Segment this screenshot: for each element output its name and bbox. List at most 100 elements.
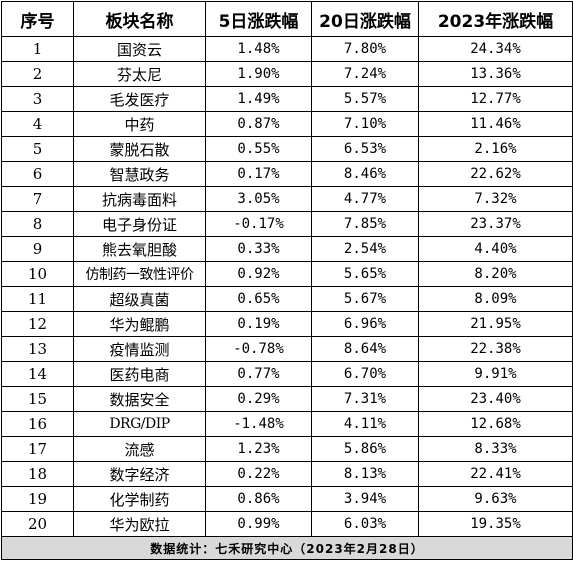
table-row: 7 抗病毒面料 3.05% 4.77% 7.32% xyxy=(1,186,573,212)
footer-row: 数据统计：七禾研究中心（2023年2月28日） xyxy=(1,536,573,560)
cell-change-5d: 0.99% xyxy=(205,511,312,537)
table-row: 8 电子身份证 -0.17% 7.85% 23.37% xyxy=(1,211,573,237)
cell-sector: 仿制药一致性评价 xyxy=(73,261,206,287)
cell-change-2023: 2.16% xyxy=(418,136,573,162)
cell-sector: 中药 xyxy=(73,111,206,137)
cell-index: 2 xyxy=(1,61,74,87)
cell-change-2023: 11.46% xyxy=(418,111,573,137)
cell-change-2023: 22.38% xyxy=(418,336,573,362)
cell-change-5d: 1.23% xyxy=(205,436,312,462)
header-change-20d: 20日涨跌幅 xyxy=(311,1,419,37)
table-row: 14 医药电商 0.77% 6.70% 9.91% xyxy=(1,361,573,387)
cell-change-20d: 7.31% xyxy=(311,386,419,412)
cell-change-20d: 5.86% xyxy=(311,436,419,462)
cell-change-5d: 0.65% xyxy=(205,286,312,312)
cell-index: 13 xyxy=(1,336,74,362)
cell-change-2023: 8.09% xyxy=(418,286,573,312)
table-row: 2 芬太尼 1.90% 7.24% 13.36% xyxy=(1,61,573,87)
cell-sector: 毛发医疗 xyxy=(73,86,206,112)
cell-index: 1 xyxy=(1,36,74,62)
cell-change-2023: 23.40% xyxy=(418,386,573,412)
table-row: 9 熊去氧胆酸 0.33% 2.54% 4.40% xyxy=(1,236,573,262)
cell-change-2023: 12.77% xyxy=(418,86,573,112)
cell-change-20d: 7.24% xyxy=(311,61,419,87)
cell-change-2023: 9.91% xyxy=(418,361,573,387)
cell-change-20d: 6.96% xyxy=(311,311,419,337)
cell-sector: 熊去氧胆酸 xyxy=(73,236,206,262)
cell-change-2023: 24.34% xyxy=(418,36,573,62)
cell-index: 15 xyxy=(1,386,74,412)
cell-index: 3 xyxy=(1,86,74,112)
cell-sector: 数据安全 xyxy=(73,386,206,412)
cell-sector: 国资云 xyxy=(73,36,206,62)
cell-change-2023: 8.33% xyxy=(418,436,573,462)
data-source-note: 数据统计：七禾研究中心（2023年2月28日） xyxy=(1,536,573,560)
cell-change-5d: 0.55% xyxy=(205,136,312,162)
cell-sector: 数字经济 xyxy=(73,461,206,487)
cell-index: 9 xyxy=(1,236,74,262)
cell-index: 11 xyxy=(1,286,74,312)
cell-change-2023: 13.36% xyxy=(418,61,573,87)
table-row: 19 化学制药 0.86% 3.94% 9.63% xyxy=(1,486,573,512)
table-row: 11 超级真菌 0.65% 5.67% 8.09% xyxy=(1,286,573,312)
cell-change-2023: 9.63% xyxy=(418,486,573,512)
cell-change-20d: 5.67% xyxy=(311,286,419,312)
cell-change-5d: 0.19% xyxy=(205,311,312,337)
cell-index: 5 xyxy=(1,136,74,162)
cell-change-20d: 8.46% xyxy=(311,161,419,187)
cell-change-2023: 8.20% xyxy=(418,261,573,287)
cell-index: 17 xyxy=(1,436,74,462)
cell-change-20d: 7.10% xyxy=(311,111,419,137)
cell-change-5d: 1.48% xyxy=(205,36,312,62)
cell-change-5d: 3.05% xyxy=(205,186,312,212)
cell-index: 8 xyxy=(1,211,74,237)
cell-change-20d: 6.03% xyxy=(311,511,419,537)
cell-change-20d: 7.85% xyxy=(311,211,419,237)
table-row: 16 DRG/DIP -1.48% 4.11% 12.68% xyxy=(1,411,573,437)
cell-change-5d: 1.49% xyxy=(205,86,312,112)
cell-change-5d: 0.87% xyxy=(205,111,312,137)
cell-change-5d: 0.29% xyxy=(205,386,312,412)
cell-sector: 蒙脱石散 xyxy=(73,136,206,162)
table-row: 3 毛发医疗 1.49% 5.57% 12.77% xyxy=(1,86,573,112)
cell-change-2023: 21.95% xyxy=(418,311,573,337)
cell-change-2023: 19.35% xyxy=(418,511,573,537)
cell-sector: 化学制药 xyxy=(73,486,206,512)
table-body: 1 国资云 1.48% 7.80% 24.34% 2 芬太尼 1.90% 7.24% 13.36%… xyxy=(1,36,573,537)
table-row: 10 仿制药一致性评价 0.92% 5.65% 8.20% xyxy=(1,261,573,287)
cell-change-5d: 0.77% xyxy=(205,361,312,387)
cell-sector: 华为欧拉 xyxy=(73,511,206,537)
table-row: 20 华为欧拉 0.99% 6.03% 19.35% xyxy=(1,511,573,537)
cell-sector: 医药电商 xyxy=(73,361,206,387)
cell-sector: 智慧政务 xyxy=(73,161,206,187)
cell-change-20d: 5.65% xyxy=(311,261,419,287)
cell-index: 6 xyxy=(1,161,74,187)
cell-sector: 抗病毒面料 xyxy=(73,186,206,212)
header-change-5d: 5日涨跌幅 xyxy=(205,1,312,37)
cell-change-20d: 4.11% xyxy=(311,411,419,437)
cell-index: 4 xyxy=(1,111,74,137)
cell-change-5d: 0.92% xyxy=(205,261,312,287)
cell-change-2023: 12.68% xyxy=(418,411,573,437)
cell-index: 18 xyxy=(1,461,74,487)
cell-change-20d: 8.13% xyxy=(311,461,419,487)
table-row: 18 数字经济 0.22% 8.13% 22.41% xyxy=(1,461,573,487)
cell-change-5d: -0.78% xyxy=(205,336,312,362)
cell-change-2023: 22.62% xyxy=(418,161,573,187)
cell-change-2023: 22.41% xyxy=(418,461,573,487)
cell-change-20d: 6.53% xyxy=(311,136,419,162)
cell-index: 19 xyxy=(1,486,74,512)
cell-index: 16 xyxy=(1,411,74,437)
header-row: 序号 板块名称 5日涨跌幅 20日涨跌幅 2023年涨跌幅 xyxy=(1,1,573,37)
cell-change-5d: 0.17% xyxy=(205,161,312,187)
cell-change-5d: 0.33% xyxy=(205,236,312,262)
cell-index: 10 xyxy=(1,261,74,287)
cell-change-20d: 6.70% xyxy=(311,361,419,387)
table-row: 1 国资云 1.48% 7.80% 24.34% xyxy=(1,36,573,62)
table-row: 13 疫情监测 -0.78% 8.64% 22.38% xyxy=(1,336,573,362)
table-row: 12 华为鲲鹏 0.19% 6.96% 21.95% xyxy=(1,311,573,337)
cell-change-5d: -0.17% xyxy=(205,211,312,237)
header-index: 序号 xyxy=(1,1,74,37)
cell-change-5d: 1.90% xyxy=(205,61,312,87)
table-row: 15 数据安全 0.29% 7.31% 23.40% xyxy=(1,386,573,412)
